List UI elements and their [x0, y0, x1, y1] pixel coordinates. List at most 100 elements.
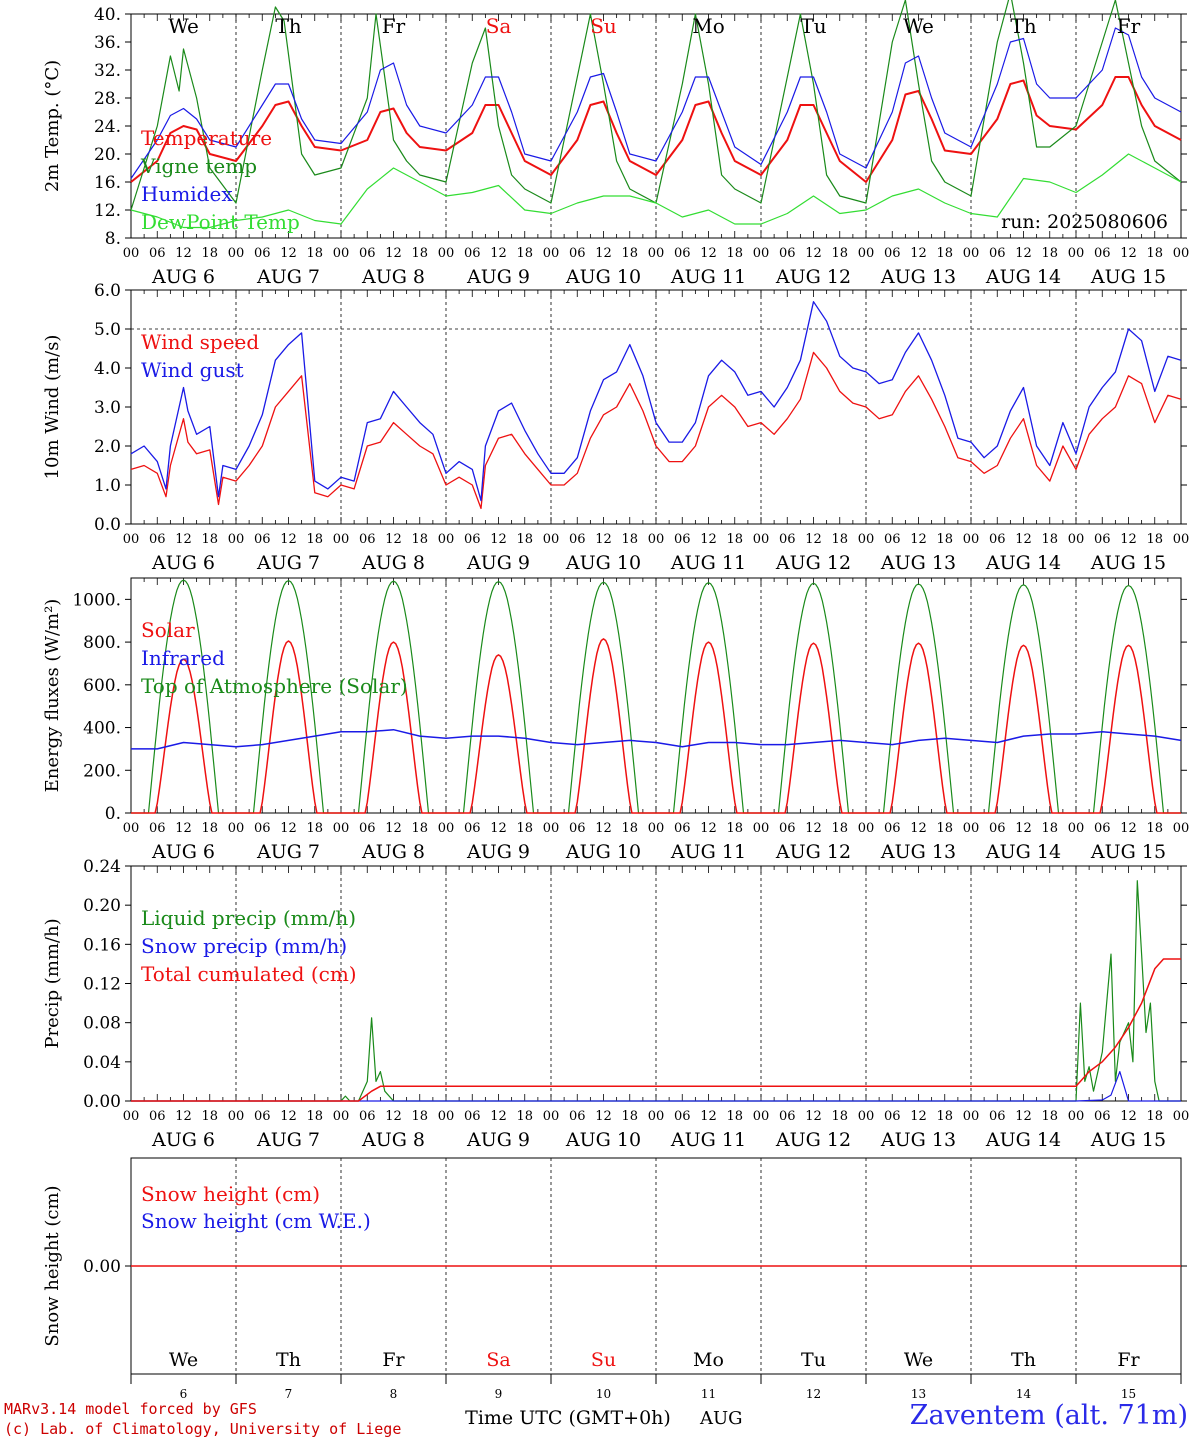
- hour-tick-label: 12: [700, 1109, 717, 1124]
- y-tick-label: 400.: [83, 719, 121, 739]
- hour-tick-label: 06: [1094, 246, 1111, 261]
- legend-entry: Solar: [141, 618, 195, 642]
- hour-tick-label: 00: [648, 532, 665, 547]
- hour-tick-label: 12: [805, 532, 822, 547]
- hour-tick-label: 18: [726, 532, 743, 547]
- hour-tick-label: 00: [1068, 246, 1085, 261]
- hour-tick-label: 06: [674, 1109, 691, 1124]
- y-tick-label: 600.: [83, 676, 121, 696]
- day-number: 10: [596, 1387, 611, 1401]
- hour-tick-label: 18: [936, 246, 953, 261]
- hour-tick-label: 12: [1015, 1109, 1032, 1124]
- hour-tick-label: 18: [936, 1109, 953, 1124]
- date-label: AUG 9: [466, 841, 530, 863]
- weekday-label: Fr: [1117, 1349, 1140, 1371]
- hour-tick-label: 18: [936, 532, 953, 547]
- hour-tick-label: 18: [201, 532, 218, 547]
- legend-entry: Liquid precip (mm/h): [141, 906, 356, 930]
- hour-tick-label: 18: [306, 821, 323, 836]
- hour-tick-label: 00: [753, 532, 770, 547]
- hour-tick-label: 06: [464, 532, 481, 547]
- hour-tick-label: 06: [149, 1109, 166, 1124]
- y-tick-label: 20.: [94, 145, 121, 165]
- time-ticks: [130, 290, 1182, 524]
- weekday-label: Su: [590, 14, 617, 38]
- hour-tick-label: 06: [884, 1109, 901, 1124]
- weekday-label: Fr: [1117, 14, 1141, 38]
- hour-tick-label: 06: [149, 246, 166, 261]
- hour-tick-label: 00: [648, 821, 665, 836]
- hour-tick-label: 18: [936, 821, 953, 836]
- legend-entry: Top of Atmosphere (Solar): [141, 674, 408, 698]
- weekday-label: Fr: [382, 14, 406, 38]
- hour-tick-label: 00: [123, 532, 140, 547]
- date-label: AUG 15: [1090, 841, 1166, 863]
- legend-entry: Total cumulated (cm): [141, 962, 357, 986]
- hour-tick-label: 06: [674, 821, 691, 836]
- series-temperature: [130, 76, 1182, 183]
- y-tick-label: 0.20: [83, 896, 121, 916]
- date-label: AUG 6: [151, 552, 215, 574]
- date-label: AUG 15: [1090, 552, 1166, 574]
- weekday-label: Th: [276, 1349, 301, 1371]
- hour-tick-label: 06: [359, 532, 376, 547]
- y-tick-label: 0.0: [94, 515, 121, 535]
- hour-tick-label: 18: [1041, 532, 1058, 547]
- weekday-label: Fr: [382, 1349, 405, 1371]
- date-label: AUG 8: [361, 1129, 425, 1151]
- hour-tick-label: 06: [884, 246, 901, 261]
- weekday-label: We: [904, 1349, 933, 1371]
- date-label: AUG 8: [361, 841, 425, 863]
- date-label: AUG 7: [256, 841, 320, 863]
- hour-tick-label: 00: [1173, 1109, 1190, 1124]
- hour-tick-label: 06: [989, 821, 1006, 836]
- legend-entry: Snow height (cm): [141, 1182, 320, 1206]
- hour-tick-label: 06: [779, 821, 796, 836]
- hour-tick-label: 18: [621, 532, 638, 547]
- date-label: AUG 10: [565, 266, 641, 288]
- y-tick-label: 36.: [94, 33, 121, 53]
- hour-tick-label: 12: [280, 1109, 297, 1124]
- date-label: AUG 12: [775, 266, 851, 288]
- date-label: AUG 14: [985, 841, 1061, 863]
- date-label: AUG 13: [880, 266, 956, 288]
- date-label: AUG 6: [151, 1129, 215, 1151]
- hour-tick-label: 12: [1015, 532, 1032, 547]
- hour-tick-label: 12: [490, 821, 507, 836]
- series-snow-precip: [131, 1070, 1181, 1102]
- hour-tick-label: 00: [543, 532, 560, 547]
- date-label: AUG 15: [1090, 1129, 1166, 1151]
- hour-tick-label: 18: [726, 246, 743, 261]
- date-label: AUG 7: [256, 1129, 320, 1151]
- hour-tick-label: 12: [1120, 532, 1137, 547]
- hour-tick-label: 18: [306, 1109, 323, 1124]
- date-label: AUG 12: [775, 1129, 851, 1151]
- time-ticks: [130, 14, 1182, 238]
- hour-tick-label: 06: [1094, 821, 1111, 836]
- hour-tick-label: 18: [1146, 821, 1163, 836]
- hour-tick-label: 06: [884, 532, 901, 547]
- date-label: AUG 13: [880, 552, 956, 574]
- y-tick-label: 0.: [105, 804, 121, 824]
- weekday-label: Sa: [486, 14, 512, 38]
- hour-tick-label: 18: [306, 532, 323, 547]
- month-label: AUG: [699, 1408, 743, 1429]
- y-tick-label: 5.0: [94, 320, 121, 340]
- hour-tick-label: 18: [831, 246, 848, 261]
- hour-tick-label: 12: [910, 246, 927, 261]
- legend-entry: DewPoint Temp: [141, 210, 300, 234]
- weekday-label: Th: [1011, 1349, 1036, 1371]
- hour-tick-label: 00: [438, 246, 455, 261]
- hour-tick-label: 00: [963, 532, 980, 547]
- y-tick-label: 200.: [83, 761, 121, 781]
- hour-tick-label: 12: [385, 532, 402, 547]
- weekday-label: We: [168, 14, 199, 38]
- day-number: 15: [1121, 1387, 1136, 1401]
- credit-model: MARv3.14 model forced by GFS: [4, 1400, 257, 1418]
- hour-tick-label: 12: [595, 1109, 612, 1124]
- y-axis-label: 10m Wind (m/s): [42, 335, 63, 480]
- date-label: AUG 11: [670, 552, 746, 574]
- hour-tick-label: 12: [280, 532, 297, 547]
- series-wind-speed: [130, 351, 1182, 510]
